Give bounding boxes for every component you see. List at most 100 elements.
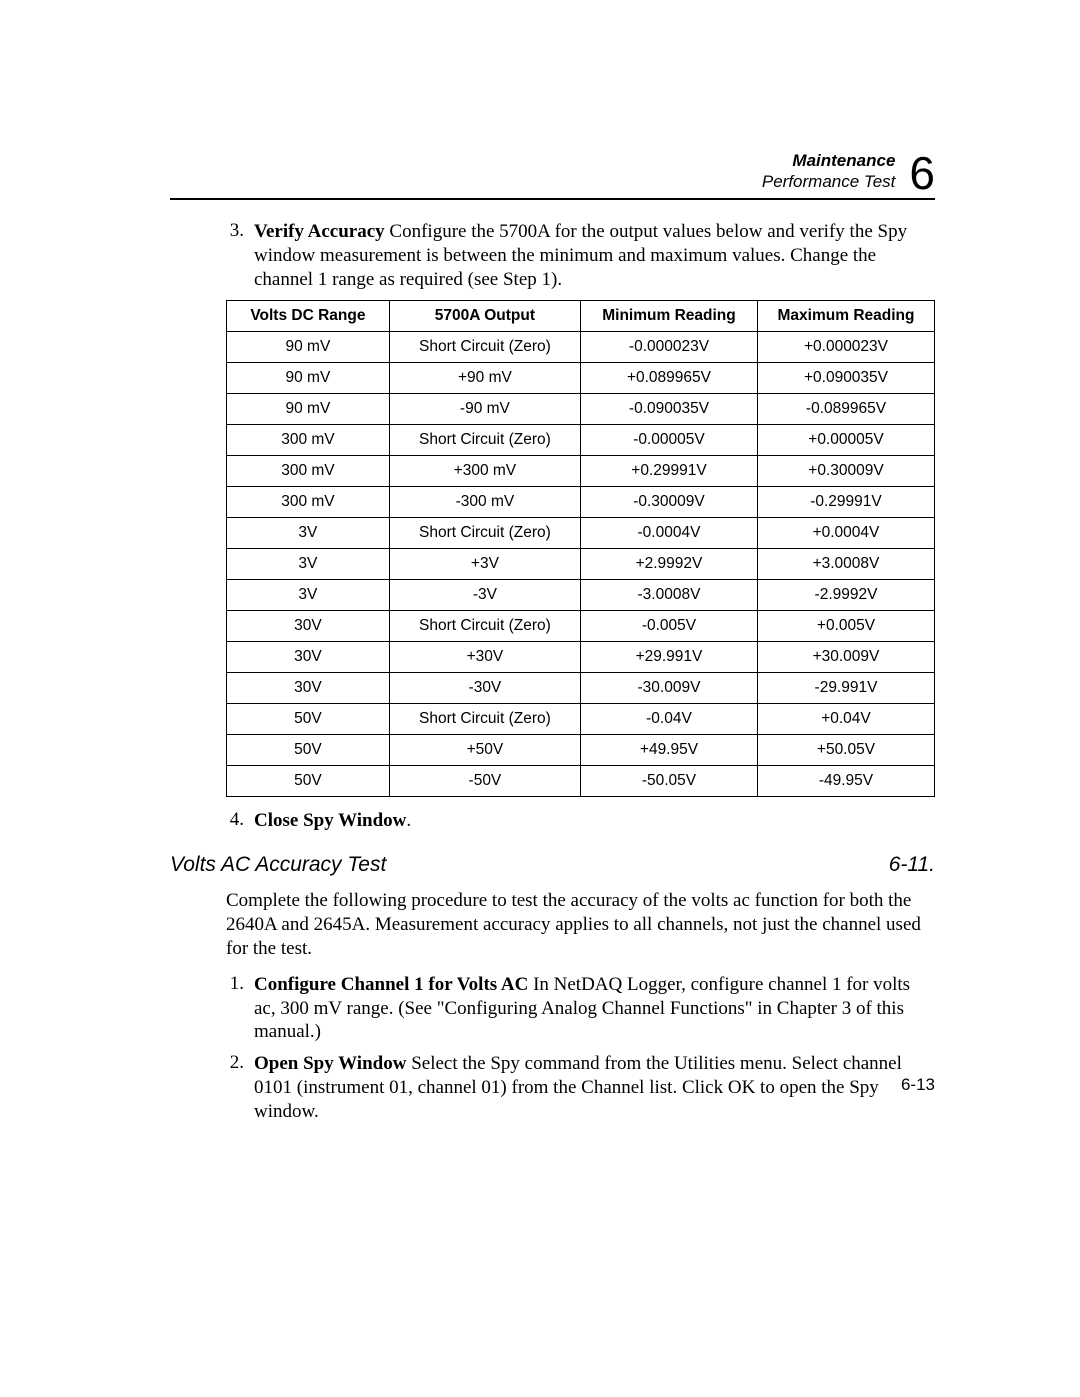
table-cell: Short Circuit (Zero): [389, 703, 580, 734]
page-number: 6-13: [901, 1075, 935, 1095]
step-bold: Close Spy Window: [254, 810, 406, 831]
table-cell: +30V: [389, 641, 580, 672]
table-header-row: Volts DC Range5700A OutputMinimum Readin…: [227, 300, 935, 331]
table-row: 300 mV+300 mV+0.29991V+0.30009V: [227, 455, 935, 486]
step-4: 4. Close Spy Window.: [226, 809, 935, 833]
table-row: 30V-30V-30.009V-29.991V: [227, 672, 935, 703]
table-cell: +3V: [389, 548, 580, 579]
table-cell: +2.9992V: [580, 548, 757, 579]
table-cell: +0.30009V: [757, 455, 934, 486]
table-cell: Short Circuit (Zero): [389, 610, 580, 641]
table-cell: +0.005V: [757, 610, 934, 641]
table-cell: 30V: [227, 610, 390, 641]
table-cell: +29.991V: [580, 641, 757, 672]
section-number: 6-11.: [889, 853, 935, 877]
table-cell: -3V: [389, 579, 580, 610]
page-header: Maintenance Performance Test 6: [170, 148, 935, 200]
table-cell: 50V: [227, 734, 390, 765]
table-cell: -0.0004V: [580, 517, 757, 548]
table-cell: Short Circuit (Zero): [389, 331, 580, 362]
table-head: Volts DC Range5700A OutputMinimum Readin…: [227, 300, 935, 331]
table-cell: -3.0008V: [580, 579, 757, 610]
step-bold: Verify Accuracy: [254, 221, 385, 242]
table-cell: +0.00005V: [757, 424, 934, 455]
table-cell: +300 mV: [389, 455, 580, 486]
header-text-block: Maintenance Performance Test: [762, 150, 896, 193]
table-cell: 3V: [227, 517, 390, 548]
step-bold: Configure Channel 1 for Volts AC: [254, 974, 528, 995]
table-header-cell: 5700A Output: [389, 300, 580, 331]
table-row: 3V-3V-3.0008V-2.9992V: [227, 579, 935, 610]
table-cell: +0.29991V: [580, 455, 757, 486]
step-bold: Open Spy Window: [254, 1053, 406, 1074]
page-container: Maintenance Performance Test 6 3. Verify…: [0, 0, 1080, 1124]
table-row: 50V+50V+49.95V+50.05V: [227, 734, 935, 765]
table-cell: -0.000023V: [580, 331, 757, 362]
table-cell: +50.05V: [757, 734, 934, 765]
table-body: 90 mVShort Circuit (Zero)-0.000023V+0.00…: [227, 331, 935, 796]
table-cell: 30V: [227, 641, 390, 672]
content-block: 3. Verify Accuracy Configure the 5700A f…: [170, 220, 935, 833]
table-cell: -0.00005V: [580, 424, 757, 455]
step-body: Close Spy Window.: [254, 809, 935, 833]
header-title: Maintenance: [762, 150, 896, 171]
chapter-number: 6: [909, 150, 935, 196]
table-row: 30V+30V+29.991V+30.009V: [227, 641, 935, 672]
table-cell: -50.05V: [580, 765, 757, 796]
table-row: 90 mV+90 mV+0.089965V+0.090035V: [227, 362, 935, 393]
table-cell: -0.04V: [580, 703, 757, 734]
table-row: 300 mV-300 mV-0.30009V-0.29991V: [227, 486, 935, 517]
table-cell: Short Circuit (Zero): [389, 424, 580, 455]
ac-step-2: 2. Open Spy Window Select the Spy comman…: [226, 1052, 935, 1124]
table-cell: 3V: [227, 579, 390, 610]
ac-step-1: 1. Configure Channel 1 for Volts AC In N…: [226, 973, 935, 1045]
table-cell: 90 mV: [227, 331, 390, 362]
step-number: 4.: [226, 809, 254, 833]
table-row: 90 mVShort Circuit (Zero)-0.000023V+0.00…: [227, 331, 935, 362]
table-cell: +90 mV: [389, 362, 580, 393]
table-cell: -0.30009V: [580, 486, 757, 517]
table-cell: -0.090035V: [580, 393, 757, 424]
table-cell: 300 mV: [227, 424, 390, 455]
step-number: 3.: [226, 220, 254, 292]
table-cell: +0.0004V: [757, 517, 934, 548]
table-cell: +50V: [389, 734, 580, 765]
table-cell: -0.089965V: [757, 393, 934, 424]
table-cell: +3.0008V: [757, 548, 934, 579]
table-cell: -300 mV: [389, 486, 580, 517]
table-row: 30VShort Circuit (Zero)-0.005V+0.005V: [227, 610, 935, 641]
step-body: Configure Channel 1 for Volts AC In NetD…: [254, 973, 935, 1045]
table-cell: 3V: [227, 548, 390, 579]
table-cell: +0.000023V: [757, 331, 934, 362]
table-cell: -0.005V: [580, 610, 757, 641]
table-cell: 50V: [227, 703, 390, 734]
step-number: 1.: [226, 973, 254, 1045]
table-cell: -30V: [389, 672, 580, 703]
table-cell: +30.009V: [757, 641, 934, 672]
table-cell: 300 mV: [227, 455, 390, 486]
table-cell: -30.009V: [580, 672, 757, 703]
step-body: Verify Accuracy Configure the 5700A for …: [254, 220, 935, 292]
table-header-cell: Volts DC Range: [227, 300, 390, 331]
table-cell: 300 mV: [227, 486, 390, 517]
step-text: .: [406, 810, 411, 831]
ac-steps-block: 1. Configure Channel 1 for Volts AC In N…: [170, 973, 935, 1125]
header-subtitle: Performance Test: [762, 171, 896, 192]
table-cell: -90 mV: [389, 393, 580, 424]
section-title: Volts AC Accuracy Test: [170, 853, 386, 877]
table-cell: -50V: [389, 765, 580, 796]
voltage-table: Volts DC Range5700A OutputMinimum Readin…: [226, 300, 935, 797]
table-cell: 90 mV: [227, 362, 390, 393]
section-heading: Volts AC Accuracy Test 6-11.: [170, 853, 935, 877]
table-row: 300 mVShort Circuit (Zero)-0.00005V+0.00…: [227, 424, 935, 455]
step-body: Open Spy Window Select the Spy command f…: [254, 1052, 935, 1124]
table-row: 90 mV-90 mV-0.090035V-0.089965V: [227, 393, 935, 424]
table-row: 3V+3V+2.9992V+3.0008V: [227, 548, 935, 579]
intro-paragraph: Complete the following procedure to test…: [170, 889, 935, 961]
step-3: 3. Verify Accuracy Configure the 5700A f…: [226, 220, 935, 292]
table-cell: +0.090035V: [757, 362, 934, 393]
table-cell: 30V: [227, 672, 390, 703]
table-cell: +49.95V: [580, 734, 757, 765]
table-row: 50VShort Circuit (Zero)-0.04V+0.04V: [227, 703, 935, 734]
table-cell: -0.29991V: [757, 486, 934, 517]
